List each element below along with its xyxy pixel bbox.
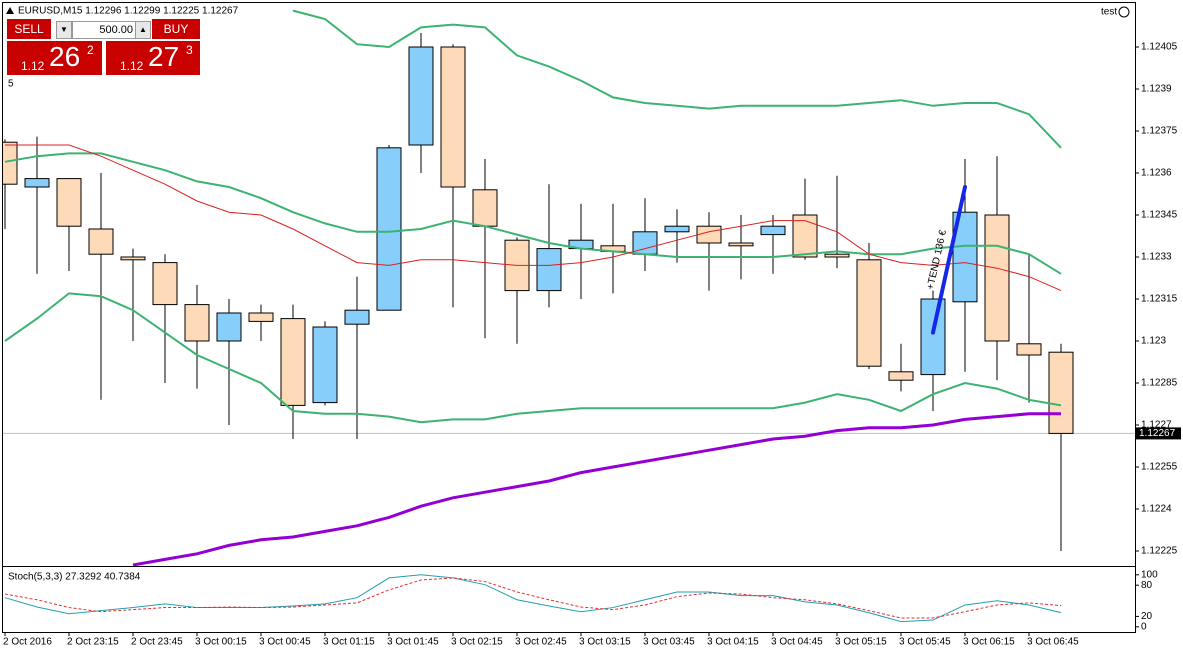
buy-button[interactable]: BUY — [152, 19, 200, 39]
y-tick-label: 1.12375 — [1141, 126, 1178, 137]
y-tick-label: 1.12225 — [1141, 546, 1178, 557]
y-tick-label: 1.12345 — [1141, 210, 1178, 221]
indicator-line — [4, 577, 1062, 619]
lot-input[interactable]: 500.00 — [72, 21, 136, 39]
bid-box[interactable]: 1.12 26 2 — [7, 41, 102, 75]
bid-fraction: 2 — [87, 43, 94, 57]
x-tick-label: 3 Oct 01:45 — [387, 637, 439, 648]
x-tick-label: 3 Oct 05:45 — [899, 637, 951, 648]
candle-body — [408, 46, 434, 146]
candle-body — [664, 225, 690, 233]
y-tick-label: 1.1239 — [1141, 84, 1172, 95]
candle-body — [440, 46, 466, 188]
account-name: test — [1101, 7, 1117, 18]
marker-label: 5 — [8, 79, 14, 90]
candle-body — [280, 318, 306, 406]
candle-body — [824, 253, 850, 258]
y-tick-label: 1.123 — [1141, 336, 1166, 347]
indicator-line — [4, 292, 1062, 424]
candle-body — [984, 214, 1010, 342]
candle-body — [728, 242, 754, 247]
ask-fraction: 3 — [186, 43, 193, 57]
lot-decrease[interactable]: ▼ — [56, 21, 72, 39]
y-tick-label: 100 — [1141, 569, 1158, 580]
plot-area — [4, 574, 1062, 623]
x-tick-label: 3 Oct 06:15 — [963, 637, 1015, 648]
candle-body — [88, 228, 114, 255]
candle-body — [696, 225, 722, 244]
x-tick-label: 3 Oct 01:15 — [323, 637, 375, 648]
indicator-line — [292, 9, 1062, 149]
candle-body — [888, 371, 914, 381]
candle-body — [216, 312, 242, 342]
x-tick-label: 3 Oct 02:45 — [515, 637, 567, 648]
last-price-box — [1136, 427, 1181, 440]
candle-body — [152, 262, 178, 306]
y-tick-label: 80 — [1141, 580, 1153, 591]
last-price-label: 1.12267 — [1139, 428, 1176, 439]
candle-body — [856, 259, 882, 367]
chart-title: EURUSD,M15 1.12296 1.12299 1.12225 1.122… — [18, 6, 239, 17]
ask-big: 1.12 — [120, 59, 144, 73]
y-tick-label: 1.12255 — [1141, 462, 1178, 473]
indicator-title: Stoch(5,3,3) 27.3292 40.7384 — [8, 572, 141, 583]
chart-frame — [2, 2, 1136, 633]
x-tick-label: 3 Oct 05:15 — [835, 637, 887, 648]
candle-body — [3, 141, 18, 185]
y-tick-label: 1.12405 — [1141, 42, 1178, 53]
candle-body — [792, 214, 818, 258]
candle-body — [248, 312, 274, 322]
y-tick-label: 1.12285 — [1141, 378, 1178, 389]
x-tick-label: 3 Oct 06:45 — [1027, 637, 1079, 648]
collapse-icon[interactable] — [6, 7, 14, 14]
y-tick-label: 1.12315 — [1141, 294, 1178, 305]
x-tick-label: 2 Oct 2016 — [3, 637, 52, 648]
candle-body — [536, 248, 562, 292]
y-tick-label: 20 — [1141, 611, 1153, 622]
candle-body — [344, 309, 370, 325]
x-tick-label: 3 Oct 03:15 — [579, 637, 631, 648]
candle-body — [312, 326, 338, 404]
sell-button[interactable]: SELL — [7, 19, 51, 39]
x-tick-label: 3 Oct 04:45 — [771, 637, 823, 648]
y-tick-label: 1.1224 — [1141, 504, 1172, 515]
x-tick-label: 3 Oct 00:45 — [259, 637, 311, 648]
bid-big: 1.12 — [21, 59, 45, 73]
ask-box[interactable]: 1.12 27 3 — [106, 41, 200, 75]
candle-body — [920, 298, 946, 376]
indicator-line — [4, 574, 1062, 623]
x-tick-label: 3 Oct 00:15 — [195, 637, 247, 648]
candle-body — [760, 225, 786, 236]
y-tick-label: 1.1227 — [1141, 420, 1172, 431]
candle-body — [120, 256, 146, 261]
x-tick-label: 3 Oct 03:45 — [643, 637, 695, 648]
bid-pips: 26 — [49, 41, 81, 72]
indicator-line — [132, 412, 1061, 566]
indicator-line — [5, 144, 1062, 292]
y-tick-label: 1.1236 — [1141, 168, 1172, 179]
account-icon[interactable] — [1118, 6, 1130, 18]
lot-increase[interactable]: ▲ — [135, 21, 151, 39]
y-tick-label: 1.1233 — [1141, 252, 1172, 263]
candle-body — [1048, 351, 1074, 434]
candle-body — [376, 147, 402, 311]
ask-pips: 27 — [148, 41, 180, 72]
x-tick-label: 2 Oct 23:45 — [131, 637, 183, 648]
candle-body — [56, 178, 82, 227]
candle-body — [1016, 343, 1042, 356]
candle-body — [184, 304, 210, 342]
x-tick-label: 3 Oct 04:15 — [707, 637, 759, 648]
x-tick-label: 2 Oct 23:15 — [67, 637, 119, 648]
trend-line — [931, 185, 967, 335]
indicator-line — [4, 152, 1062, 275]
candle-body — [24, 178, 50, 188]
y-tick-label: 0 — [1141, 621, 1147, 632]
candle-body — [472, 189, 498, 227]
x-tick-label: 3 Oct 02:15 — [451, 637, 503, 648]
